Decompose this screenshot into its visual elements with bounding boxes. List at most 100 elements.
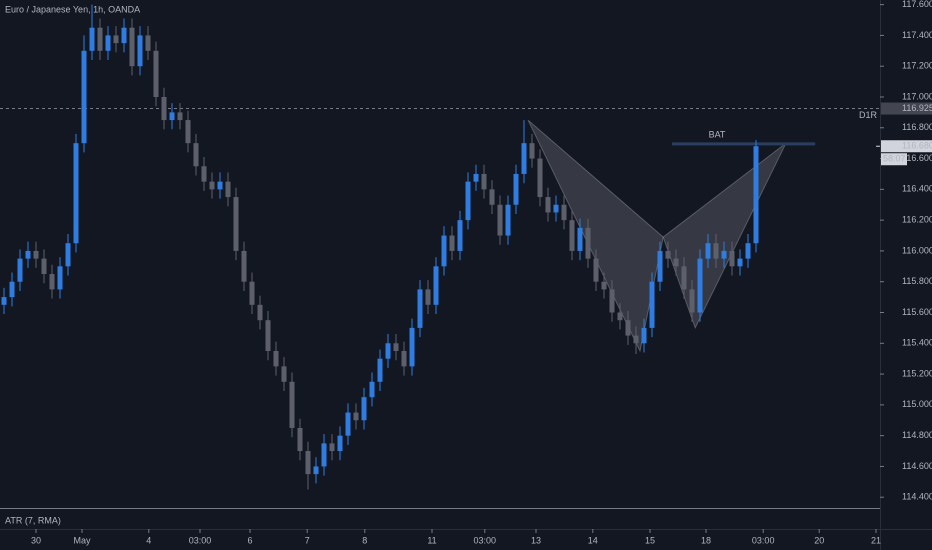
candle-body: [497, 204, 503, 236]
candle-body: [217, 181, 223, 190]
y-tick-label: 116.600: [902, 153, 932, 163]
candle-body: [361, 397, 367, 421]
y-tick-label: 116.000: [902, 245, 932, 255]
candle-body: [537, 158, 543, 198]
candle-body: [417, 289, 423, 328]
candle-body: [105, 35, 111, 51]
candle-body: [313, 466, 319, 475]
x-tick-label: 18: [701, 535, 711, 545]
candle-body: [369, 381, 375, 398]
candle-body: [65, 243, 71, 267]
candle-body: [569, 220, 575, 251]
x-tick-label: 03:00: [474, 535, 497, 545]
x-tick-label: May: [73, 535, 91, 545]
candle-body: [185, 120, 191, 144]
candle-body: [513, 173, 519, 205]
candle-body: [729, 250, 735, 267]
candle-body: [745, 243, 751, 259]
candle-body: [649, 281, 655, 328]
candle-body: [273, 350, 279, 367]
candle-body: [689, 289, 695, 313]
candle-body: [521, 143, 527, 174]
candle-body: [489, 189, 495, 205]
x-tick-label: 20: [814, 535, 824, 545]
candle-body: [1, 297, 7, 305]
candle-body: [321, 443, 327, 467]
candle-body: [17, 258, 23, 282]
x-tick-label: 30: [31, 535, 41, 545]
candle-body: [169, 112, 175, 121]
x-tick-label: 21: [871, 535, 881, 545]
candle-body: [257, 304, 263, 321]
y-tick-label: 117.000: [902, 91, 932, 101]
x-tick-label: 03:00: [752, 535, 775, 545]
candle-body: [705, 243, 711, 259]
candle-body: [529, 143, 535, 159]
y-tick-label: 115.200: [902, 368, 932, 378]
candle-body: [161, 96, 167, 121]
candle-body: [585, 227, 591, 259]
y-tick-label: 115.000: [902, 399, 932, 409]
y-tick-label: 115.800: [902, 276, 932, 286]
candle-body: [81, 50, 87, 144]
candle-body: [33, 250, 39, 259]
candle-body: [297, 427, 303, 452]
candle-body: [593, 258, 599, 282]
candle-body: [641, 327, 647, 344]
candle-body: [377, 358, 383, 382]
countdown: 58:07: [883, 154, 906, 164]
candle-body: [201, 166, 207, 182]
x-tick-label: 13: [531, 535, 541, 545]
y-tick-label: 116.800: [902, 122, 932, 132]
candle-body: [609, 289, 615, 313]
candle-body: [721, 250, 727, 259]
candle-body: [657, 250, 663, 282]
last-price-box: [881, 140, 932, 153]
candle-body: [673, 258, 679, 267]
candle-body: [697, 258, 703, 313]
candle-body: [193, 143, 199, 167]
candle-body: [633, 335, 639, 344]
candle-body: [129, 27, 135, 67]
candle-body: [385, 343, 391, 359]
y-tick-label: 114.800: [902, 430, 932, 440]
candle-body: [9, 281, 15, 298]
candle-body: [329, 443, 335, 452]
candle-body: [289, 381, 295, 428]
x-tick-label: 14: [588, 535, 598, 545]
candle-body: [601, 281, 607, 290]
candle-body: [681, 266, 687, 290]
candle-body: [425, 289, 431, 305]
candle-body: [145, 35, 151, 51]
y-tick-label: 116.200: [902, 215, 932, 225]
candle-body: [89, 27, 95, 51]
candle-body: [481, 173, 487, 190]
candle-body: [665, 250, 671, 259]
level-label: 116.925: [902, 103, 932, 113]
pattern-label: BAT: [709, 129, 726, 139]
candle-body: [353, 412, 359, 421]
candle-body: [617, 312, 623, 321]
candle-body: [433, 266, 439, 305]
candle-body: [153, 50, 159, 97]
x-tick-label: 7: [305, 535, 310, 545]
y-tick-label: 115.600: [902, 307, 932, 317]
y-tick-label: 117.600: [902, 0, 932, 9]
candle-body: [281, 366, 287, 382]
candle-body: [121, 27, 127, 44]
candle-body: [233, 197, 239, 251]
y-tick-label: 114.400: [902, 492, 932, 502]
candle-body: [625, 320, 631, 336]
y-tick-label: 116.400: [902, 184, 932, 194]
x-tick-label: 6: [247, 535, 252, 545]
candle-body: [73, 143, 79, 244]
candle-body: [345, 412, 351, 436]
candle-body: [97, 27, 103, 51]
chart-title: Euro / Japanese Yen, 1h, OANDA: [5, 4, 140, 14]
indicator-label: ATR (7, RMA): [5, 515, 61, 525]
y-tick-label: 115.400: [902, 338, 932, 348]
candle-body: [57, 266, 63, 290]
candle-body: [505, 204, 511, 236]
